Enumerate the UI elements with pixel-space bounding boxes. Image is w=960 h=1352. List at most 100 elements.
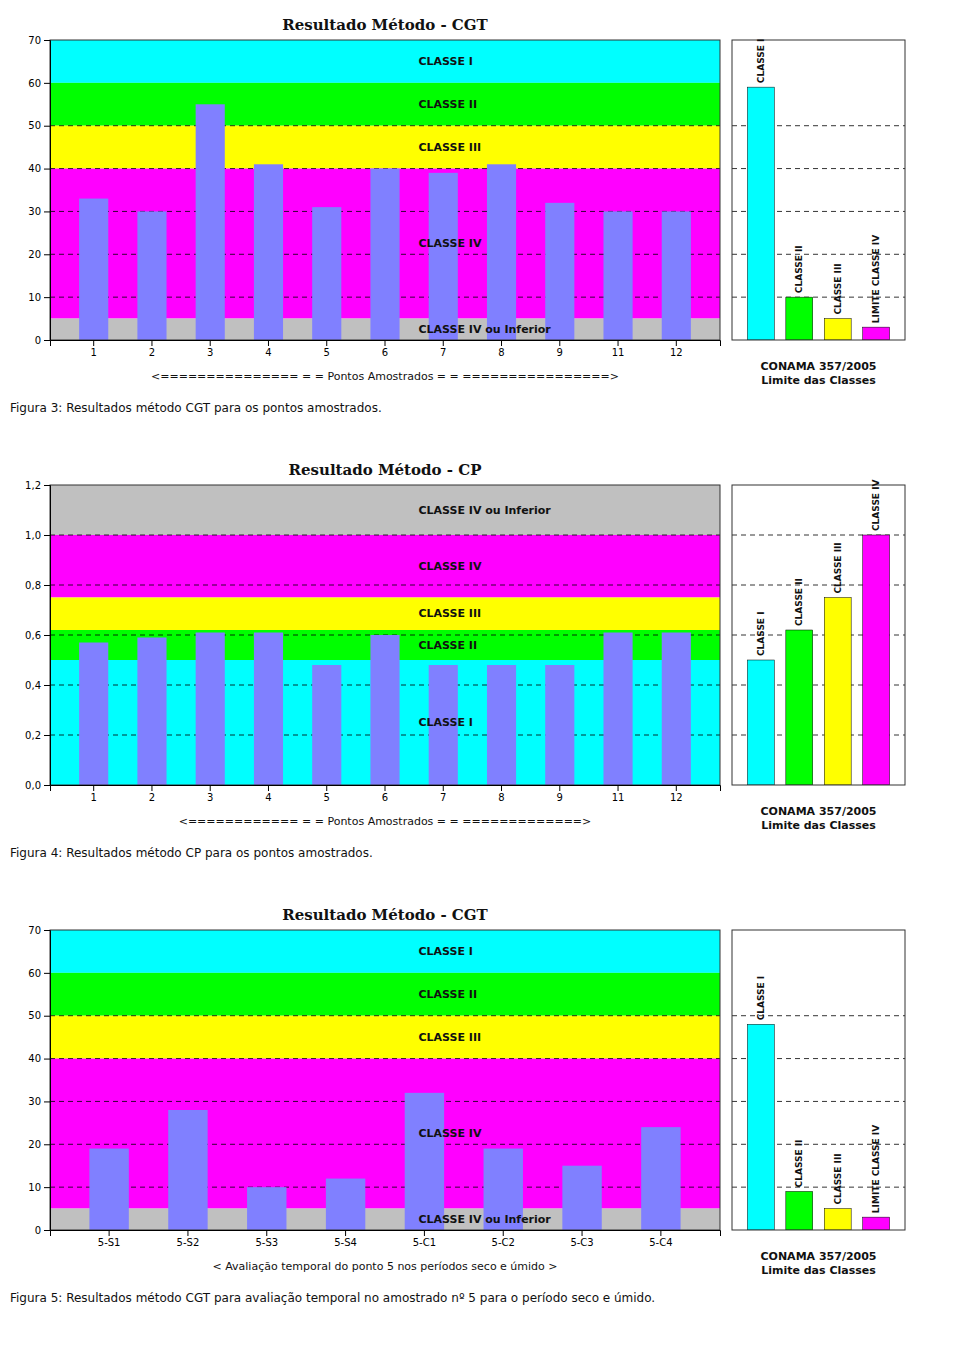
class-label: CLASSE II: [419, 639, 477, 652]
y-tick: 50: [28, 1010, 50, 1021]
class-label: CLASSE III: [419, 607, 482, 620]
y-tick-label: 0,6: [25, 630, 41, 641]
x-tick-mark: [326, 340, 327, 346]
y-tick: 20: [28, 1139, 50, 1150]
x-tick-label: 1: [91, 792, 97, 803]
plot-frame: [50, 930, 720, 1230]
y-tick-label: 70: [28, 35, 41, 46]
bars: [79, 104, 691, 340]
y-tick: 0: [35, 1225, 50, 1236]
bar: [370, 169, 399, 340]
y-tick: 0,8: [25, 580, 50, 591]
bar: [137, 638, 166, 786]
x-tick: 5: [324, 340, 330, 358]
x-tick-mark: [501, 340, 502, 346]
legend-bar-label: LIMITE CLASSE IV: [871, 1125, 881, 1213]
y-tick-mark: [44, 685, 50, 686]
x-tick: 4: [265, 785, 271, 803]
x-tick: 5-S2: [177, 1230, 200, 1248]
y-tick-mark: [44, 785, 50, 786]
bars: [79, 633, 691, 786]
reference-line: [50, 1101, 720, 1102]
caption: Figura 4: Resultados método CP para os p…: [10, 846, 373, 860]
x-tick: 9: [557, 785, 563, 803]
y-tick: 30: [28, 206, 50, 217]
x-tick-label: 7: [440, 792, 446, 803]
x-tick-label: 2: [149, 792, 155, 803]
chart-title: Resultado Método - CP: [289, 461, 482, 479]
x-tick-label: 2: [149, 347, 155, 358]
y-tick-label: 0: [35, 1225, 41, 1236]
x-tick-label: 1: [91, 347, 97, 358]
y-tick-mark: [44, 485, 50, 486]
bar: [312, 665, 341, 785]
x-tick: 8: [498, 785, 504, 803]
legend-bar: [863, 1217, 890, 1230]
x-tick-mark: [443, 785, 444, 791]
x-tick-mark: [210, 785, 211, 791]
legend-plot-area: [732, 1016, 905, 1230]
y-axis-line: [44, 486, 51, 786]
y-tick-mark: [44, 1187, 50, 1188]
caption: Figura 3: Resultados método CGT para os …: [10, 401, 382, 415]
legend-bar-label: CLASSE I: [756, 612, 766, 657]
y-tick-mark: [44, 340, 50, 341]
x-tick-label: 3: [207, 347, 213, 358]
class-label: CLASSE IV ou Inferior: [419, 323, 552, 336]
legend-bar-label: CLASSE II: [794, 578, 804, 626]
reference-line: [50, 1144, 720, 1145]
x-tick-mark: [618, 340, 619, 346]
x-tick-mark: [268, 785, 269, 791]
x-tick: 5-S4: [334, 1230, 357, 1248]
class-labels: CLASSE IV ou InferiorCLASSE IVCLASSE III…: [419, 504, 552, 730]
x-tick: 2: [149, 785, 155, 803]
x-tick-mark: [424, 1230, 425, 1236]
x-tick-mark: [385, 340, 386, 346]
y-tick: 1,0: [25, 530, 50, 541]
y-tick-label: 10: [28, 292, 41, 303]
bar: [254, 633, 283, 786]
legend-plot-area: [732, 535, 905, 785]
y-tick-label: 50: [28, 1010, 41, 1021]
x-tick: 7: [440, 340, 446, 358]
y-tick-mark: [44, 1230, 50, 1231]
x-tick-label: 5: [324, 347, 330, 358]
chart-panel: CLASSE IV ou InferiorCLASSE IVCLASSE III…: [10, 461, 905, 860]
reference-line: [50, 1058, 720, 1059]
y-tick-label: 30: [28, 1096, 41, 1107]
legend-background: [732, 930, 905, 1230]
legend-bar: [863, 535, 890, 785]
legend-bar-label: CLASSE III: [833, 542, 843, 593]
y-tick-label: 20: [28, 249, 41, 260]
caption: Figura 5: Resultados método CGT para ava…: [10, 1291, 655, 1305]
bar: [429, 173, 458, 340]
legend-bar: [824, 598, 851, 786]
x-axis: 1234567891112: [51, 785, 721, 803]
class-label: CLASSE IV ou Inferior: [419, 1213, 552, 1226]
x-tick-label: 5-C4: [649, 1237, 672, 1248]
legend-bar: [747, 87, 774, 340]
y-axis: 010203040506070: [28, 35, 50, 346]
x-tick-label: 5-S3: [255, 1237, 278, 1248]
y-tick-label: 50: [28, 120, 41, 131]
x-tick-mark: [93, 785, 94, 791]
legend-bar-label: CLASSE I: [756, 976, 766, 1021]
chart-container: CLASSE ICLASSE IICLASSE IIICLASSE IVCLAS…: [0, 0, 960, 1352]
y-tick: 0,6: [25, 630, 50, 641]
y-tick: 40: [28, 1053, 50, 1064]
x-axis-title: <============ = = Pontos Amostrados = = …: [179, 815, 592, 828]
class-band: [50, 485, 720, 535]
x-tick: 6: [382, 340, 388, 358]
x-tick-mark: [443, 340, 444, 346]
legend-bar: [747, 660, 774, 785]
x-tick: 8: [498, 340, 504, 358]
legend-title-line: CONAMA 357/2005: [760, 805, 876, 818]
x-tick-mark: [559, 785, 560, 791]
y-tick-mark: [44, 973, 50, 974]
bar: [545, 665, 574, 785]
y-tick-label: 40: [28, 163, 41, 174]
class-label: CLASSE IV ou Inferior: [419, 504, 552, 517]
legend-bars: [747, 1024, 889, 1230]
class-bands: [50, 40, 720, 340]
x-tick: 2: [149, 340, 155, 358]
